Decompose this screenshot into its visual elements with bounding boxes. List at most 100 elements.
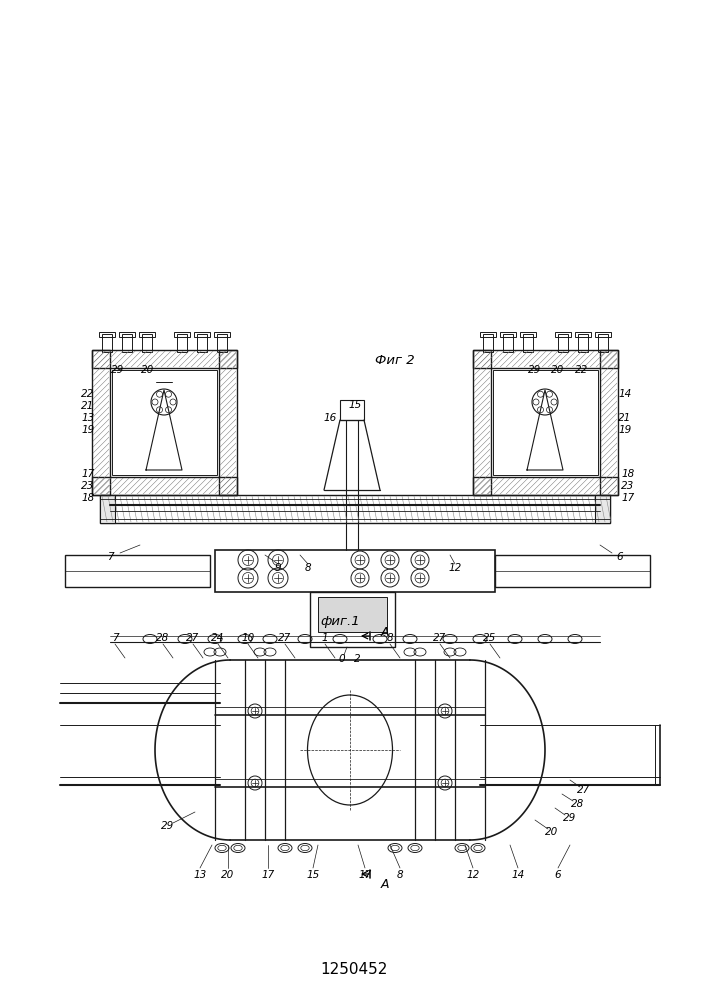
Bar bbox=[473, 350, 618, 368]
Text: A: A bbox=[381, 879, 390, 892]
Bar bbox=[310, 592, 395, 647]
Bar bbox=[194, 332, 210, 337]
Bar bbox=[92, 477, 237, 495]
Text: 13: 13 bbox=[194, 870, 206, 880]
Text: 17: 17 bbox=[621, 493, 635, 503]
Text: 20: 20 bbox=[545, 827, 559, 837]
Text: 12: 12 bbox=[467, 870, 479, 880]
Bar bbox=[483, 334, 493, 352]
Text: 1250452: 1250452 bbox=[320, 962, 387, 978]
Bar bbox=[555, 332, 571, 337]
Bar bbox=[92, 350, 237, 368]
Text: 10: 10 bbox=[241, 633, 255, 643]
Text: A: A bbox=[381, 626, 390, 639]
Text: 29: 29 bbox=[161, 821, 175, 831]
Bar bbox=[177, 334, 187, 352]
Bar bbox=[598, 334, 608, 352]
Text: 27: 27 bbox=[187, 633, 199, 643]
Bar bbox=[523, 334, 533, 352]
Bar bbox=[473, 477, 618, 495]
Bar bbox=[520, 332, 536, 337]
Bar bbox=[500, 332, 516, 337]
Bar bbox=[340, 400, 364, 420]
Bar bbox=[102, 334, 112, 352]
Text: 8: 8 bbox=[397, 870, 403, 880]
Text: 22: 22 bbox=[81, 389, 95, 399]
Text: 27: 27 bbox=[578, 785, 590, 795]
Text: 17: 17 bbox=[262, 870, 274, 880]
Bar bbox=[142, 334, 152, 352]
Text: 14: 14 bbox=[511, 870, 525, 880]
Bar bbox=[493, 370, 598, 475]
Text: 28: 28 bbox=[156, 633, 170, 643]
Bar bbox=[473, 350, 491, 495]
Bar bbox=[495, 555, 650, 587]
Bar bbox=[139, 332, 155, 337]
Text: 21: 21 bbox=[619, 413, 631, 423]
Text: 21: 21 bbox=[81, 401, 95, 411]
Bar bbox=[474, 351, 617, 367]
Text: 23: 23 bbox=[621, 481, 635, 491]
Bar bbox=[93, 478, 236, 494]
Text: 7: 7 bbox=[112, 633, 118, 643]
Bar bbox=[474, 351, 490, 494]
Bar bbox=[93, 351, 236, 367]
Bar bbox=[601, 351, 617, 494]
Bar bbox=[595, 332, 611, 337]
Text: 29: 29 bbox=[112, 365, 124, 375]
Text: 20: 20 bbox=[221, 870, 235, 880]
Text: 7: 7 bbox=[107, 552, 113, 562]
Bar bbox=[197, 334, 207, 352]
Text: 6: 6 bbox=[617, 552, 624, 562]
Text: 6: 6 bbox=[555, 870, 561, 880]
Bar bbox=[92, 350, 110, 495]
Bar bbox=[575, 332, 591, 337]
Bar bbox=[595, 495, 610, 523]
Text: 12: 12 bbox=[448, 563, 462, 573]
Text: 23: 23 bbox=[81, 481, 95, 491]
Bar bbox=[215, 550, 495, 592]
Bar bbox=[65, 555, 210, 587]
Bar bbox=[600, 350, 618, 495]
Bar bbox=[318, 597, 387, 632]
Text: 19: 19 bbox=[81, 425, 95, 435]
Text: 13: 13 bbox=[81, 413, 95, 423]
Bar bbox=[217, 334, 227, 352]
Bar bbox=[99, 332, 115, 337]
Text: 17: 17 bbox=[358, 870, 372, 880]
Text: 15: 15 bbox=[306, 870, 320, 880]
Bar bbox=[503, 334, 513, 352]
Text: 18: 18 bbox=[621, 469, 635, 479]
Text: 29: 29 bbox=[528, 365, 542, 375]
Bar bbox=[214, 332, 230, 337]
Bar bbox=[480, 332, 496, 337]
Text: 16: 16 bbox=[323, 413, 337, 423]
Text: 20: 20 bbox=[551, 365, 565, 375]
Text: 29: 29 bbox=[563, 813, 577, 823]
Text: 9: 9 bbox=[275, 563, 281, 573]
Text: 8: 8 bbox=[387, 633, 393, 643]
Text: 22: 22 bbox=[575, 365, 589, 375]
Text: 25: 25 bbox=[484, 633, 496, 643]
Bar bbox=[93, 351, 109, 494]
Text: 8: 8 bbox=[305, 563, 311, 573]
Text: фиг.1: фиг.1 bbox=[320, 615, 360, 629]
Bar bbox=[219, 350, 237, 495]
Bar bbox=[558, 334, 568, 352]
Bar bbox=[174, 332, 190, 337]
Bar bbox=[220, 351, 236, 494]
Text: 14: 14 bbox=[619, 389, 631, 399]
Text: 15: 15 bbox=[349, 400, 361, 410]
Text: 0: 0 bbox=[339, 654, 345, 664]
Bar bbox=[100, 495, 115, 523]
Text: Фиг 2: Фиг 2 bbox=[375, 354, 415, 366]
Text: 19: 19 bbox=[619, 425, 631, 435]
Text: 20: 20 bbox=[141, 365, 155, 375]
Text: 18: 18 bbox=[81, 493, 95, 503]
Bar bbox=[100, 495, 610, 523]
Text: 28: 28 bbox=[571, 799, 585, 809]
Text: 1: 1 bbox=[322, 633, 328, 643]
Bar bbox=[112, 370, 217, 475]
Text: 27: 27 bbox=[279, 633, 291, 643]
Bar bbox=[578, 334, 588, 352]
